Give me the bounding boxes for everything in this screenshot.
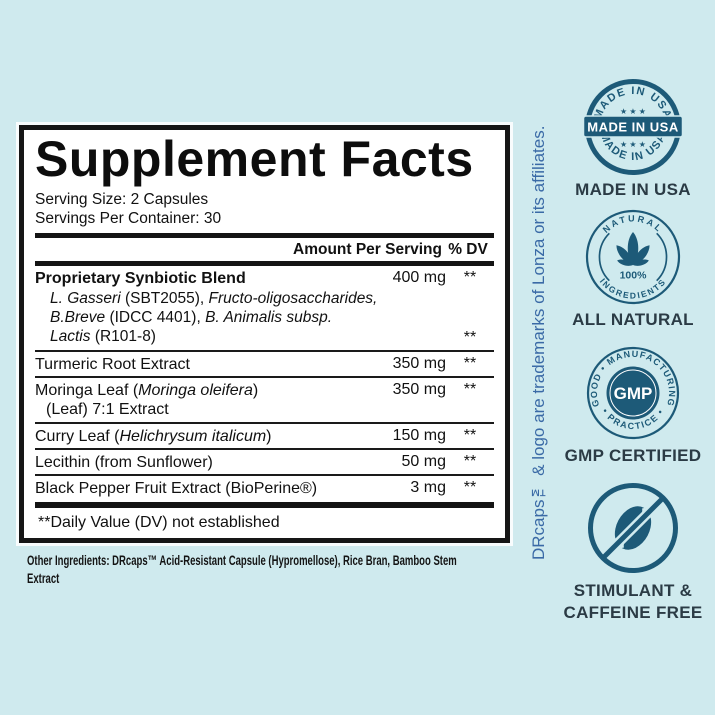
panel-title: Supplement Facts <box>35 131 474 187</box>
badge-caption-line2: CAFFEINE FREE <box>563 603 703 623</box>
ingredient-amount: 3 mg <box>410 479 446 497</box>
badge-caption: ALL NATURAL <box>572 310 694 329</box>
servings-per-container: Servings Per Container: 30 <box>35 209 222 227</box>
divider-bar <box>35 261 494 267</box>
blend-line: Lactis (R101-8) <box>50 328 156 346</box>
natural-ingredients-icon: NATURAL INGREDIENTS 100% <box>585 209 681 305</box>
table-header: Amount Per Serving % DV <box>35 238 494 261</box>
badge-caption: STIMULANT & CAFFEINE FREE <box>563 580 703 624</box>
ingredient-name: Proprietary Synbiotic Blend <box>35 270 246 288</box>
made-in-usa-badge: MADE IN USA MADE IN USA ★ ★ ★ MADE IN US… <box>563 77 703 201</box>
svg-text:★ ★ ★: ★ ★ ★ <box>620 140 646 149</box>
other-ingredients-line1: Other Ingredients: DRcaps™ Acid-Resistan… <box>27 552 457 568</box>
ingredient-dv: ** <box>463 452 477 470</box>
ingredient-name: Curry Leaf (Helichrysum italicum) <box>35 427 272 445</box>
blend-line: L. Gasseri (SBT2055), Fructo-oligosaccha… <box>50 290 378 308</box>
svg-text:100%: 100% <box>620 270 648 282</box>
ingredient-name-line2: (Leaf) 7:1 Extract <box>46 401 169 419</box>
drcaps-trademark-note: DRcaps™ & logo are trademarks of Lonza o… <box>529 125 548 561</box>
ingredient-name: Turmeric Root Extract <box>35 356 190 374</box>
ingredient-name: Lecithin (from Sunflower) <box>35 453 213 471</box>
table-row: Lecithin (from Sunflower) 50 mg ** <box>35 447 494 474</box>
table-row: Moringa Leaf (Moringa oleifera) (Leaf) 7… <box>35 376 494 421</box>
svg-text:GMP: GMP <box>614 384 653 403</box>
svg-text:★ ★ ★: ★ ★ ★ <box>620 107 646 116</box>
serving-size: Serving Size: 2 Capsules <box>35 191 209 208</box>
ingredient-amount: 50 mg <box>401 452 446 470</box>
table-row: Proprietary Synbiotic Blend 400 mg ** L.… <box>35 266 494 350</box>
made-in-usa-stamp-icon: MADE IN USA MADE IN USA ★ ★ ★ MADE IN US… <box>583 79 683 175</box>
badge-caption: GMP CERTIFIED <box>564 446 702 465</box>
table-row: Black Pepper Fruit Extract (BioPerine®) … <box>35 474 494 500</box>
ingredient-dv: ** <box>463 479 477 497</box>
all-natural-badge: NATURAL INGREDIENTS 100% ALL NATURAL <box>563 207 703 331</box>
ingredient-dv: ** <box>463 426 477 444</box>
blend-line: B.Breve (IDCC 4401), B. Animalis subsp. <box>50 309 332 327</box>
table-row: Curry Leaf (Helichrysum italicum) 150 mg… <box>35 421 494 448</box>
ingredient-amount: 400 mg <box>392 269 446 287</box>
ingredient-name: Black Pepper Fruit Extract (BioPerine®) <box>35 480 318 498</box>
header-dv: % DV <box>448 241 488 259</box>
ingredient-dv: ** <box>463 269 477 287</box>
header-amount: Amount Per Serving <box>293 241 442 259</box>
ingredient-dv: ** <box>463 355 477 373</box>
divider-bar <box>35 233 494 239</box>
ingredient-dv: ** <box>463 381 477 399</box>
blend-dv: ** <box>463 328 477 346</box>
table-row: Turmeric Root Extract 350 mg ** <box>35 350 494 376</box>
lotus-leaf-icon <box>616 232 650 266</box>
badge-caption-line1: STIMULANT & <box>573 581 693 600</box>
ingredient-name: Moringa Leaf (Moringa oleifera) (Leaf) 7… <box>35 381 356 419</box>
ingredient-amount: 350 mg <box>392 381 446 399</box>
gmp-certified-badge: GOOD • MANUFACTURING • PRACTICE • GMP GM… <box>563 343 703 467</box>
badge-caption: MADE IN USA <box>575 180 691 199</box>
gmp-seal-icon: GOOD • MANUFACTURING • PRACTICE • GMP <box>586 346 680 440</box>
no-coffee-bean-icon <box>588 483 678 573</box>
blend-sub-ingredients: L. Gasseri (SBT2055), Fructo-oligosaccha… <box>35 290 494 350</box>
other-ingredients: Other Ingredients: DRcaps™ Acid-Resistan… <box>27 551 503 587</box>
divider-bar <box>35 502 494 509</box>
svg-text:MADE IN USA: MADE IN USA <box>587 120 679 135</box>
stimulant-free-badge: STIMULANT & CAFFEINE FREE <box>563 478 703 624</box>
ingredient-amount: 150 mg <box>392 426 446 444</box>
dv-footnote: **Daily Value (DV) not established <box>38 514 280 532</box>
ingredient-amount: 350 mg <box>392 355 446 373</box>
supplement-facts-panel: Supplement Facts Serving Size: 2 Capsule… <box>19 125 510 543</box>
other-ingredients-line2: Extract <box>27 570 60 587</box>
